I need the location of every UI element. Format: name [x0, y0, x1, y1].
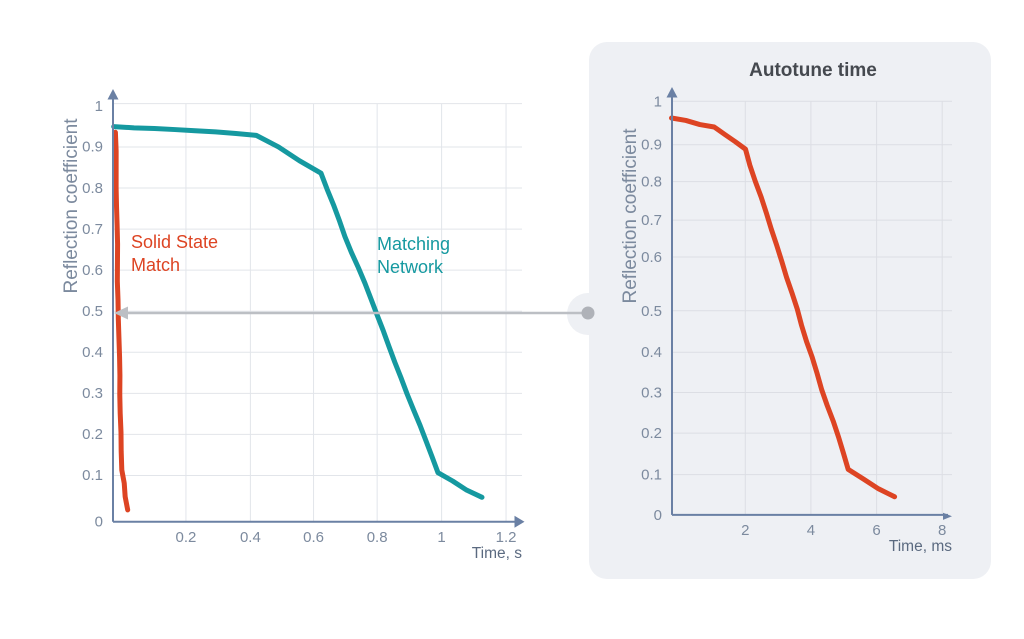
svg-text:0.9: 0.9 — [641, 137, 662, 154]
svg-text:8: 8 — [938, 522, 946, 539]
svg-text:0.6: 0.6 — [641, 249, 662, 266]
svg-text:0.2: 0.2 — [641, 425, 662, 442]
svg-text:0.3: 0.3 — [641, 385, 662, 402]
svg-text:0.8: 0.8 — [641, 174, 662, 191]
svg-text:4: 4 — [807, 522, 815, 539]
svg-text:0.5: 0.5 — [641, 303, 662, 320]
svg-text:Reflection coefficient: Reflection coefficient — [620, 128, 641, 304]
svg-text:1: 1 — [654, 93, 662, 110]
svg-text:Time, ms: Time, ms — [889, 538, 952, 555]
svg-text:Autotune time: Autotune time — [749, 60, 877, 81]
svg-text:0: 0 — [654, 507, 662, 524]
svg-text:0.4: 0.4 — [641, 344, 662, 361]
svg-text:2: 2 — [741, 522, 749, 539]
svg-text:0.7: 0.7 — [641, 212, 662, 229]
svg-text:0.1: 0.1 — [641, 467, 662, 484]
svg-text:6: 6 — [872, 522, 880, 539]
